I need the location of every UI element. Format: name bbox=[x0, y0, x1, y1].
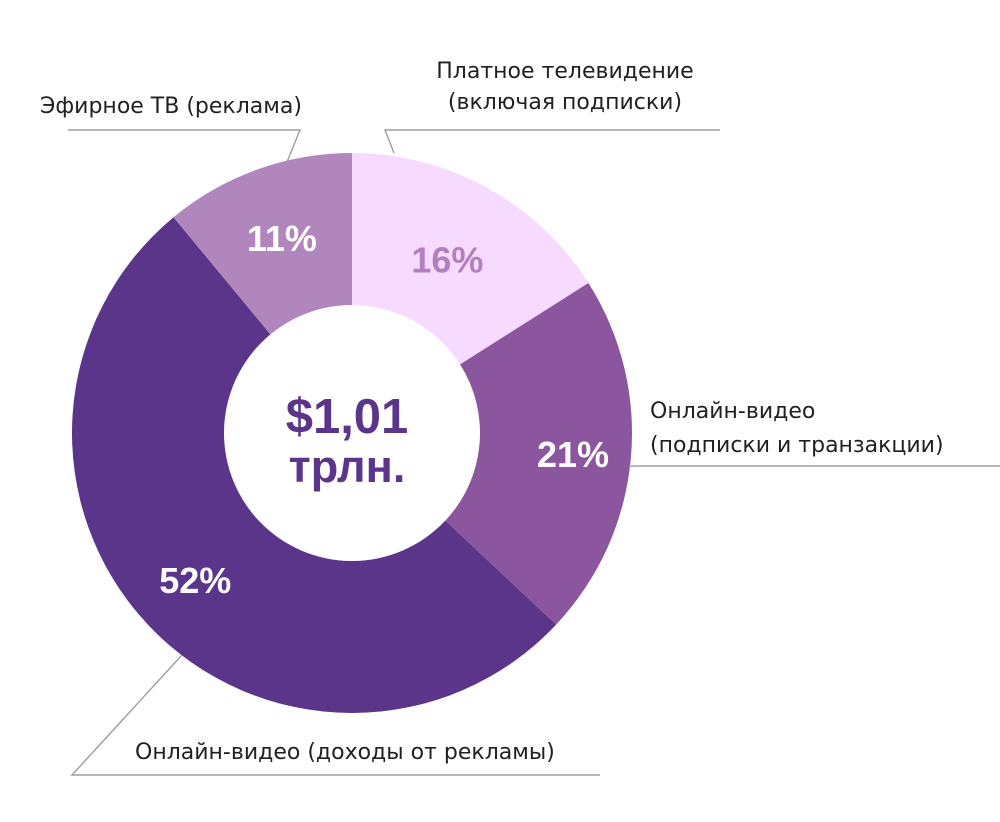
leader-line-pay-tv bbox=[383, 129, 720, 154]
center-total-unit: трлн. bbox=[289, 441, 406, 492]
value-label-online-video-ads: 52% bbox=[159, 560, 231, 601]
category-label-online-video-subscriptions: Онлайн-видео (подписки и транзакции) bbox=[650, 399, 944, 458]
slice-online-video-subscriptions bbox=[445, 282, 632, 625]
category-label-online-video-ads: Онлайн-видео (доходы от рекламы) bbox=[135, 740, 555, 765]
leader-line-online-video-ads bbox=[70, 654, 600, 776]
category-label-line: Платное телевидение bbox=[436, 59, 693, 84]
category-label-pay-tv: Платное телевидение (включая подписки) bbox=[436, 59, 693, 115]
slice-online-video-ads bbox=[72, 217, 557, 713]
value-label-pay-tv: 16% bbox=[411, 239, 483, 280]
category-label-line: Онлайн-видео bbox=[650, 399, 815, 424]
category-label-line: Эфирное ТВ (реклама) bbox=[40, 94, 302, 119]
slice-broadcast-tv bbox=[173, 153, 352, 335]
slice-pay-tv bbox=[352, 153, 589, 365]
category-label-broadcast-tv: Эфирное ТВ (реклама) bbox=[40, 94, 302, 119]
category-label-line: Онлайн-видео (доходы от рекламы) bbox=[135, 740, 555, 765]
leader-line-broadcast-tv bbox=[68, 129, 302, 163]
category-label-line: (подписки и транзакции) bbox=[650, 433, 944, 458]
value-label-online-video-subscriptions: 21% bbox=[537, 434, 609, 475]
value-label-broadcast-tv: 11% bbox=[247, 218, 317, 259]
category-label-line: (включая подписки) bbox=[448, 90, 682, 115]
center-total-value: $1,01 bbox=[286, 390, 409, 444]
